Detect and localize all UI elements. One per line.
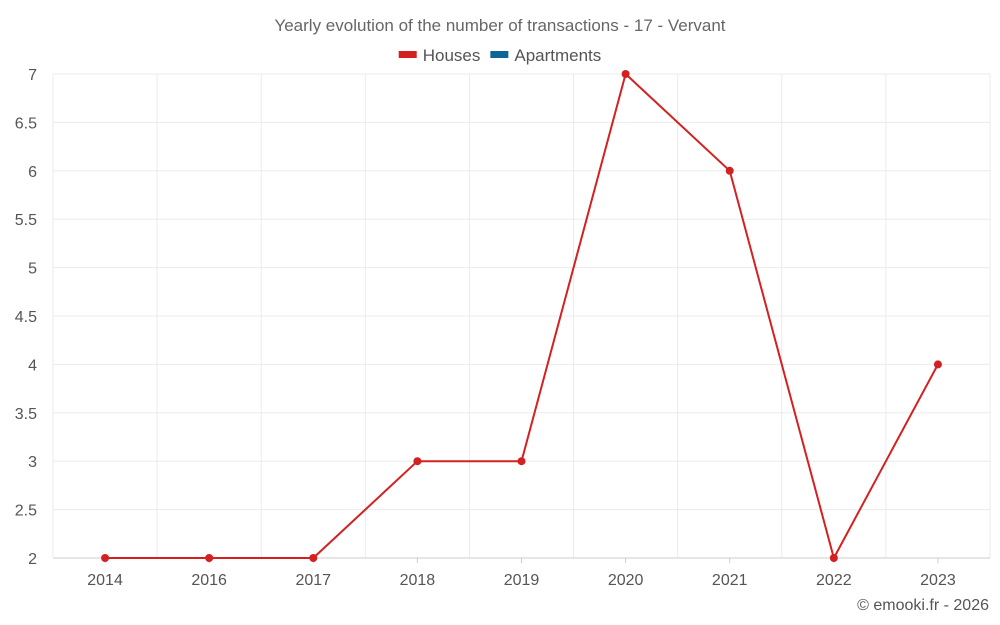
data-point <box>933 360 942 369</box>
legend-item-houses: Houses <box>398 46 481 65</box>
legend-label: Houses <box>423 46 481 65</box>
legend-swatch <box>398 51 417 58</box>
x-tick-label: 2017 <box>295 572 331 589</box>
x-tick-label: 2022 <box>816 572 852 589</box>
legend-label: Apartments <box>514 46 601 65</box>
y-tick-label: 6.5 <box>15 115 37 132</box>
data-point <box>205 554 214 562</box>
y-tick-label: 3 <box>28 454 37 471</box>
y-tick-label: 5.5 <box>15 212 37 229</box>
legend: Houses Apartments <box>398 46 601 65</box>
data-point <box>101 554 110 562</box>
y-tick-label: 4 <box>28 357 37 374</box>
x-tick-label: 2019 <box>504 572 540 589</box>
data-point <box>309 554 318 562</box>
data-point <box>829 554 838 562</box>
x-tick-label: 2016 <box>191 572 227 589</box>
data-point <box>517 457 526 466</box>
data-point <box>413 457 422 466</box>
y-tick-label: 7 <box>28 67 37 84</box>
data-point <box>621 70 630 78</box>
y-tick-label: 5 <box>28 261 37 278</box>
y-tick-label: 6 <box>28 164 37 181</box>
data-point <box>725 166 734 175</box>
credit-text: © emooki.fr - 2026 <box>857 597 989 614</box>
y-tick-label: 2.5 <box>15 503 37 520</box>
x-tick-label: 2023 <box>920 572 956 589</box>
grid <box>52 73 991 558</box>
x-tick-label: 2021 <box>712 572 748 589</box>
y-tick-label: 2 <box>28 551 37 568</box>
axes: 2 2.5 3 3.5 4 4.5 5 5.5 6 6.5 7 2014 2016 2017 2018 201… <box>15 67 990 589</box>
data-points <box>101 70 942 562</box>
x-tick-label: 2014 <box>87 572 123 589</box>
x-tick-label: 2020 <box>608 572 644 589</box>
x-tick-label: 2018 <box>400 572 436 589</box>
legend-swatch <box>490 51 509 58</box>
y-tick-label: 3.5 <box>15 406 37 423</box>
y-tick-label: 4.5 <box>15 309 37 326</box>
chart-title: Yearly evolution of the number of transa… <box>274 16 725 35</box>
legend-item-apartments: Apartments <box>490 46 601 65</box>
